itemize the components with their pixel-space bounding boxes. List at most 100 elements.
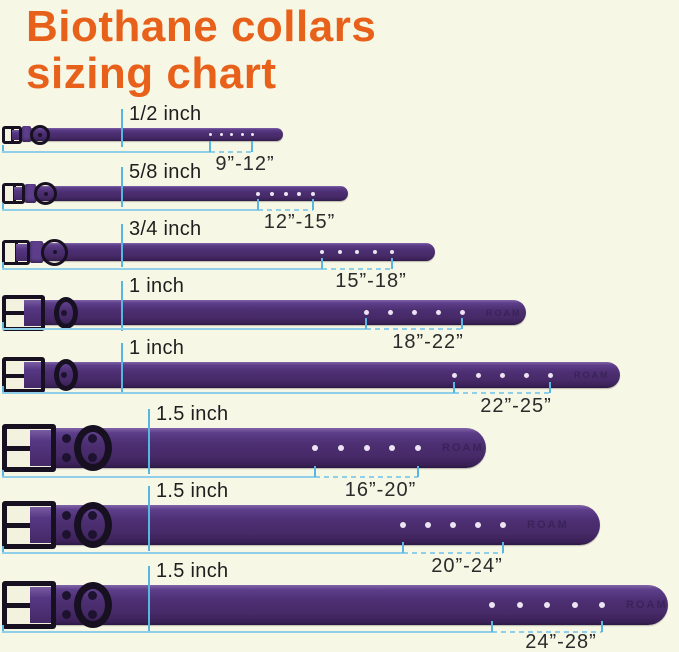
collar-hole xyxy=(320,250,324,254)
rivet-icon xyxy=(62,434,71,443)
measure-left-tick xyxy=(2,203,4,211)
buckle-icon xyxy=(2,501,56,549)
d-ring-icon xyxy=(30,124,50,145)
collar-strap xyxy=(4,128,283,141)
neck-range-label: 12”-15” xyxy=(263,211,336,233)
measure-hole-tick xyxy=(402,542,404,553)
rivet-icon xyxy=(61,309,67,316)
length-measure-line xyxy=(2,476,315,478)
collar-hole xyxy=(270,191,274,196)
brand-watermark: ROAM xyxy=(626,599,668,611)
length-measure-dashed xyxy=(258,209,313,211)
strap-keeper xyxy=(25,184,36,204)
collar-hole xyxy=(415,445,421,451)
rivet-icon xyxy=(52,250,57,254)
brand-watermark: ROAM xyxy=(574,370,610,380)
length-measure-line xyxy=(2,392,454,394)
rivet-icon xyxy=(62,453,71,462)
buckle-center-bar xyxy=(7,523,51,529)
collar-hole xyxy=(387,310,393,315)
width-label: 1 inch xyxy=(129,275,185,297)
collar-hole xyxy=(450,522,456,528)
width-label: 3/4 inch xyxy=(129,218,202,240)
width-indicator-line xyxy=(121,281,123,331)
collar-strap xyxy=(4,362,620,388)
buckle-center-bar xyxy=(6,373,41,378)
collar-hole xyxy=(364,445,370,451)
collar-hole xyxy=(435,310,441,315)
measure-left-tick xyxy=(2,145,4,153)
buckle-strap-fold xyxy=(24,299,41,326)
measure-hole-tick xyxy=(365,318,367,329)
buckle-icon xyxy=(2,581,56,629)
strap-keeper xyxy=(22,126,31,143)
brand-watermark: ROAM xyxy=(527,519,569,531)
collar-hole xyxy=(312,445,318,451)
neck-range-label: 9”-12” xyxy=(215,153,275,175)
collar-hole xyxy=(390,250,394,254)
collar-strap xyxy=(4,243,435,261)
measure-left-tick xyxy=(2,262,4,270)
neck-range-label: 16”-20” xyxy=(344,479,417,501)
collar-hole xyxy=(500,522,506,528)
length-measure-dashed xyxy=(454,392,550,394)
measure-left-tick xyxy=(2,470,4,478)
collar-hole xyxy=(411,310,417,315)
brand-watermark: ROAM xyxy=(486,307,522,318)
measure-hole-tick xyxy=(314,466,316,477)
buckle-center-bar xyxy=(7,446,51,452)
collar-hole xyxy=(544,602,550,608)
measure-left-tick xyxy=(2,625,4,633)
rivet-icon xyxy=(62,511,71,520)
length-measure-line xyxy=(2,328,366,330)
collar-hole xyxy=(425,522,431,528)
measure-hole-tick xyxy=(391,258,393,269)
neck-range-label: 24”-28” xyxy=(525,631,597,652)
width-indicator-line xyxy=(148,566,150,631)
width-indicator-line xyxy=(121,224,123,267)
buckle-center-bar xyxy=(7,603,51,609)
strap-keeper xyxy=(30,240,43,263)
rivet-icon xyxy=(43,191,48,196)
collar-hole xyxy=(256,191,260,196)
d-ring-icon xyxy=(34,182,57,205)
buckle-strap-fold xyxy=(24,362,41,388)
collar-hole xyxy=(523,372,529,378)
buckle-icon xyxy=(2,183,25,204)
buckle-strap-fold xyxy=(16,243,27,261)
collar-hole xyxy=(389,445,395,451)
measure-left-tick xyxy=(2,322,4,330)
width-label: 5/8 inch xyxy=(129,161,202,183)
collar-hole xyxy=(400,522,406,528)
collar-hole xyxy=(355,250,359,254)
collar-hole xyxy=(363,310,369,315)
neck-range-label: 22”-25” xyxy=(480,395,552,417)
measure-hole-tick xyxy=(312,199,314,210)
collar-hole xyxy=(240,133,244,136)
neck-range-label: 18”-22” xyxy=(392,331,464,353)
d-ring-icon xyxy=(41,238,68,266)
rivet-icon xyxy=(61,372,67,378)
neck-range-label: 20”-24” xyxy=(431,555,503,577)
length-measure-line xyxy=(2,631,492,633)
d-ring-icon xyxy=(74,582,112,628)
page-title: Biothane collars sizing chart xyxy=(26,2,377,97)
buckle-icon xyxy=(2,357,45,393)
buckle-strap-fold xyxy=(29,587,51,623)
collar-hole xyxy=(489,602,495,608)
collar-strap xyxy=(4,585,668,625)
rivet-icon xyxy=(62,530,71,539)
collar-hole xyxy=(547,372,553,378)
buckle-center-bar xyxy=(6,311,41,316)
width-label: 1.5 inch xyxy=(156,560,229,582)
width-label: 1 inch xyxy=(129,337,185,359)
measure-hole-tick xyxy=(417,466,419,477)
width-indicator-line xyxy=(121,167,123,207)
title-line-1: Biothane collars xyxy=(26,2,377,51)
measure-hole-tick xyxy=(549,382,551,393)
collar-hole xyxy=(284,191,288,196)
